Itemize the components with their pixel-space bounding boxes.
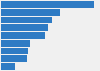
Bar bbox=[1, 9, 60, 16]
Bar bbox=[1, 17, 52, 23]
Bar bbox=[1, 55, 27, 62]
Bar bbox=[1, 24, 48, 31]
Bar bbox=[1, 40, 30, 47]
Bar bbox=[1, 48, 28, 54]
Bar bbox=[1, 32, 45, 39]
Bar bbox=[1, 1, 94, 8]
Bar bbox=[1, 63, 15, 70]
